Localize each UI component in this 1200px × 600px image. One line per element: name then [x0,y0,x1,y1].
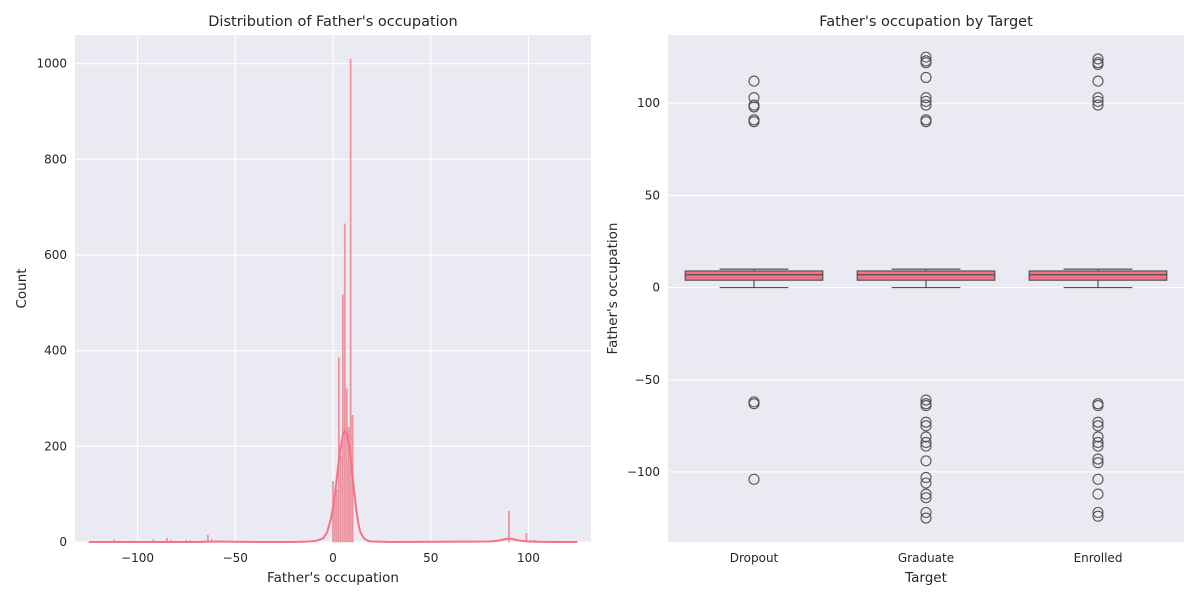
outlier-point [1092,431,1104,443]
histogram-bar [345,388,348,543]
iqr-box [684,270,824,281]
outlier-point [1092,95,1104,107]
y-tick-label: 400 [44,344,67,358]
box-graduate [856,51,996,524]
outlier-point [1092,99,1104,111]
y-tick-label: 600 [44,248,67,262]
outlier-point [920,420,932,432]
category-tick-label: Enrolled [1074,551,1123,565]
outlier-point [920,488,932,500]
outlier-point [920,440,932,452]
outlier-point [748,116,760,128]
histogram-x-label: Father's occupation [267,570,399,586]
iqr-box [856,270,996,281]
boxplot-y-label: Father's occupation [605,223,621,355]
histogram-bar [347,426,350,543]
outlier-point [920,57,932,69]
x-tick-label: −50 [223,551,248,565]
histogram-y-label: Count [14,268,30,308]
histogram-title: Distribution of Father's occupation [208,14,457,30]
outlier-point [920,394,932,406]
y-tick-label: 0 [59,535,67,549]
histogram-bar [349,58,352,543]
histogram-bar [336,489,338,543]
outlier-point [920,51,932,63]
outlier-point [920,477,932,489]
boxplot-x-label: Target [904,570,947,586]
outlier-point [920,71,932,83]
box-dropout [684,75,824,485]
y-tick-label: 200 [44,439,67,453]
histogram-bar [341,294,344,543]
histogram-bar [338,357,340,543]
outlier-point [920,492,932,504]
y-tick-label: 0 [652,281,660,295]
boxplot-title: Father's occupation by Target [819,14,1033,30]
kde-curve [88,429,578,544]
outlier-point [748,473,760,485]
box-enrolled [1028,53,1168,522]
outlier-point [1092,420,1104,432]
histogram-bar [340,455,342,543]
outlier-point [1092,92,1104,104]
outlier-point [748,101,760,113]
outlier-point [1092,400,1104,412]
y-tick-label: −50 [635,373,660,387]
outlier-point [1092,436,1104,448]
outlier-point [1092,75,1104,87]
category-tick-label: Graduate [898,551,954,565]
outlier-point [1092,457,1104,469]
outlier-point [1092,53,1104,65]
boxplot-panel: Dropout Graduate Enrolled −100 −50 0 50 100 Fa… [605,14,1184,586]
category-tick-label: Dropout [730,551,779,565]
histogram-bar [508,511,510,543]
histogram-bar [343,223,346,543]
x-tick-label: −100 [121,551,154,565]
x-tick-label: 50 [423,551,438,565]
x-tick-label: 0 [329,551,337,565]
outlier-point [748,75,760,87]
histogram-panel: −100 −50 0 50 100 0 200 400 600 800 1000 Distribu… [14,14,591,586]
outlier-point [920,400,932,412]
outlier-point [1092,453,1104,465]
y-tick-label: −100 [627,465,660,479]
outlier-point [920,416,932,428]
y-tick-label: 1000 [36,57,67,71]
outlier-point [1092,488,1104,500]
outlier-point [1092,58,1104,71]
outlier-point [920,431,932,443]
outlier-point [920,116,932,128]
iqr-box [1028,270,1168,281]
y-tick-label: 50 [645,188,660,202]
outlier-point [1092,473,1104,485]
outlier-point [920,99,932,111]
x-tick-label: 100 [517,551,540,565]
outlier-point [920,92,932,104]
outlier-point [920,512,932,524]
outlier-point [1092,416,1104,428]
outlier-point [920,471,932,484]
outlier-point [1092,506,1104,519]
y-tick-label: 100 [637,96,660,110]
outlier-point [920,95,932,107]
outlier-point [920,455,932,467]
outlier-point [920,436,932,448]
outlier-point [748,92,760,104]
outlier-point [1092,510,1104,522]
outlier-point [920,506,932,519]
y-tick-label: 800 [44,152,67,166]
outlier-point [1092,440,1104,452]
outlier-point [748,398,760,410]
